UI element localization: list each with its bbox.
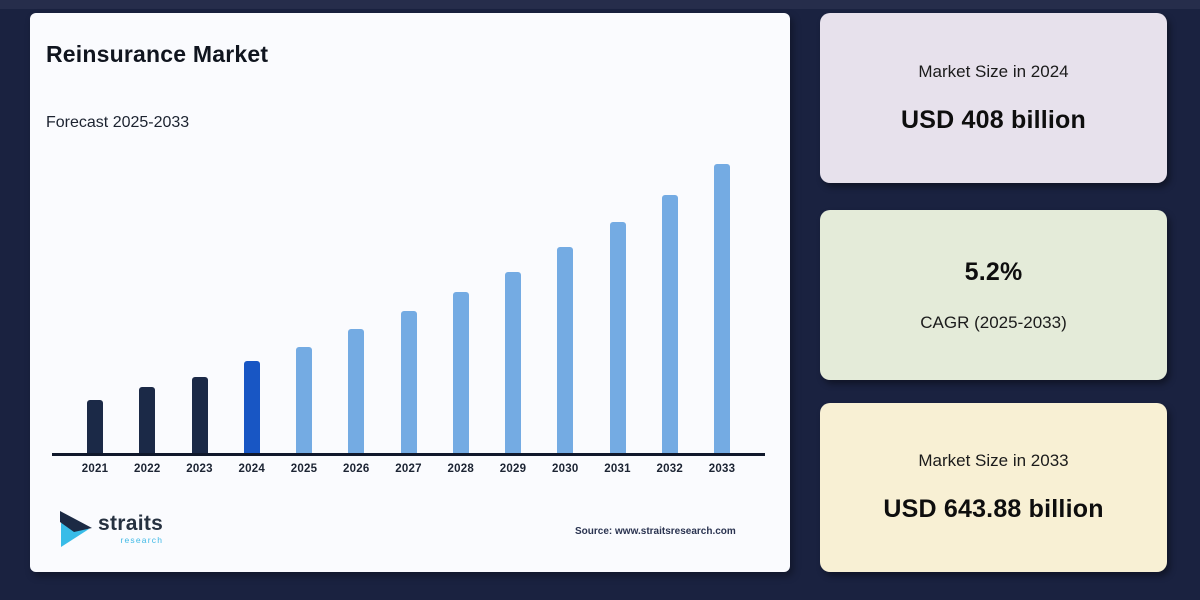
x-tick-2030: 2030 (552, 463, 579, 475)
card-label: CAGR (2025-2033) (920, 312, 1067, 332)
x-tick-2033: 2033 (708, 463, 736, 475)
stat-cards: Market Size in 2024 USD 408 billion 5.2%… (820, 13, 1167, 572)
logo-brand: straits (98, 512, 164, 535)
bar-2032 (661, 195, 678, 453)
straits-research-logo: straits research (58, 509, 163, 549)
bar-2028 (452, 292, 469, 453)
bar-2022 (139, 387, 156, 453)
chart-panel: Reinsurance Market Forecast 2025-2033 20… (30, 13, 790, 572)
card-value: 5.2% (964, 257, 1023, 286)
stat-card-cagr: 5.2% CAGR (2025-2033) (820, 210, 1167, 380)
bar-2024 (243, 361, 260, 453)
top-strip (0, 0, 1200, 9)
card-label: Market Size in 2024 (918, 61, 1069, 81)
card-label: Market Size in 2033 (918, 451, 1069, 470)
page-title: Reinsurance Market (46, 41, 269, 67)
logo-text: straits research (98, 513, 163, 545)
logo-arrow-icon (60, 511, 92, 547)
bar-2021 (87, 400, 103, 453)
stat-card-market-size-2024: Market Size in 2024 USD 408 billion (820, 13, 1167, 183)
x-tick-2031: 2031 (604, 463, 631, 475)
bar-2023 (191, 377, 208, 453)
bar-2031 (609, 222, 626, 453)
x-tick-2023: 2023 (186, 463, 213, 475)
bar-2025 (296, 347, 312, 453)
x-tick-2021: 2021 (81, 463, 109, 475)
x-tick-2022: 2022 (134, 463, 161, 475)
bar-2033 (714, 164, 730, 453)
x-tick-2029: 2029 (499, 463, 527, 475)
card-value: USD 643.88 billion (883, 495, 1104, 523)
x-axis-line (52, 453, 765, 456)
card-value: USD 408 billion (901, 105, 1086, 134)
bar-2029 (505, 272, 521, 453)
x-tick-2027: 2027 (395, 463, 422, 475)
source-attribution: Source: www.straitsresearch.com (575, 526, 736, 537)
bar-2030 (557, 247, 574, 453)
x-tick-2032: 2032 (656, 463, 683, 475)
bar-chart: 2021 2022 2023 2024 2025 2026 2027 2028 2029 2030… (30, 13, 790, 572)
x-tick-2025: 2025 (290, 463, 318, 475)
bar-2026 (348, 329, 365, 453)
x-tick-2026: 2026 (343, 463, 370, 475)
x-tick-2024: 2024 (238, 463, 265, 475)
x-tick-2028: 2028 (447, 463, 474, 475)
forecast-subtitle: Forecast 2025-2033 (46, 114, 190, 131)
stat-card-market-size-2033: Market Size in 2033 USD 643.88 billion (820, 403, 1167, 572)
logo-sub-label: research (120, 535, 164, 545)
bar-2027 (400, 311, 417, 453)
